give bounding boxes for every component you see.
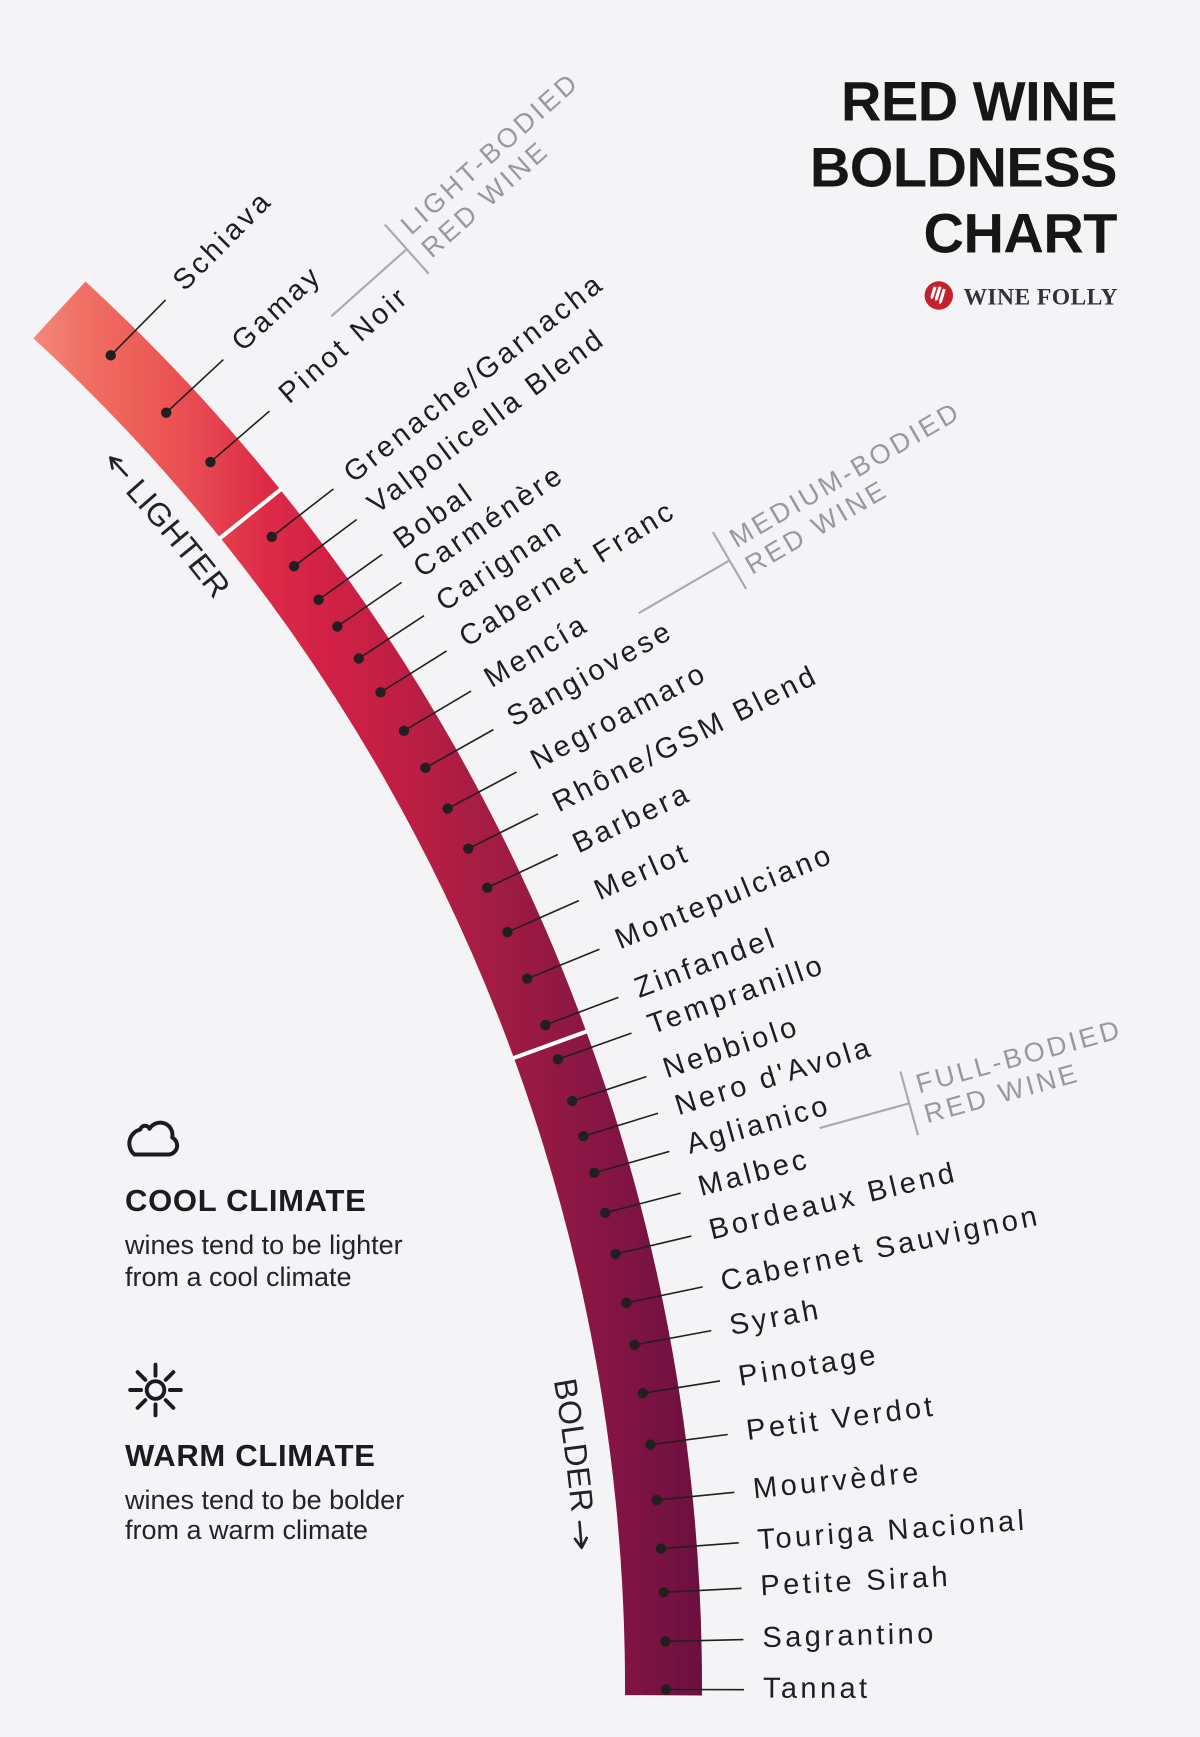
svg-text:from a cool climate: from a cool climate bbox=[125, 1262, 352, 1292]
svg-text:WARM CLIMATE: WARM CLIMATE bbox=[125, 1438, 376, 1473]
svg-text:CHART: CHART bbox=[924, 202, 1118, 265]
svg-text:wines tend to be bolder: wines tend to be bolder bbox=[124, 1485, 404, 1515]
svg-text:RED WINE: RED WINE bbox=[841, 70, 1117, 133]
svg-text:COOL CLIMATE: COOL CLIMATE bbox=[125, 1183, 366, 1218]
svg-text:WINE FOLLY: WINE FOLLY bbox=[963, 285, 1118, 311]
svg-text:from a warm climate: from a warm climate bbox=[125, 1515, 368, 1545]
svg-text:BOLDNESS: BOLDNESS bbox=[810, 136, 1117, 199]
svg-text:Sagrantino: Sagrantino bbox=[762, 1618, 937, 1654]
svg-text:Tannat: Tannat bbox=[763, 1673, 871, 1705]
svg-text:wines tend to be lighter: wines tend to be lighter bbox=[124, 1230, 403, 1260]
